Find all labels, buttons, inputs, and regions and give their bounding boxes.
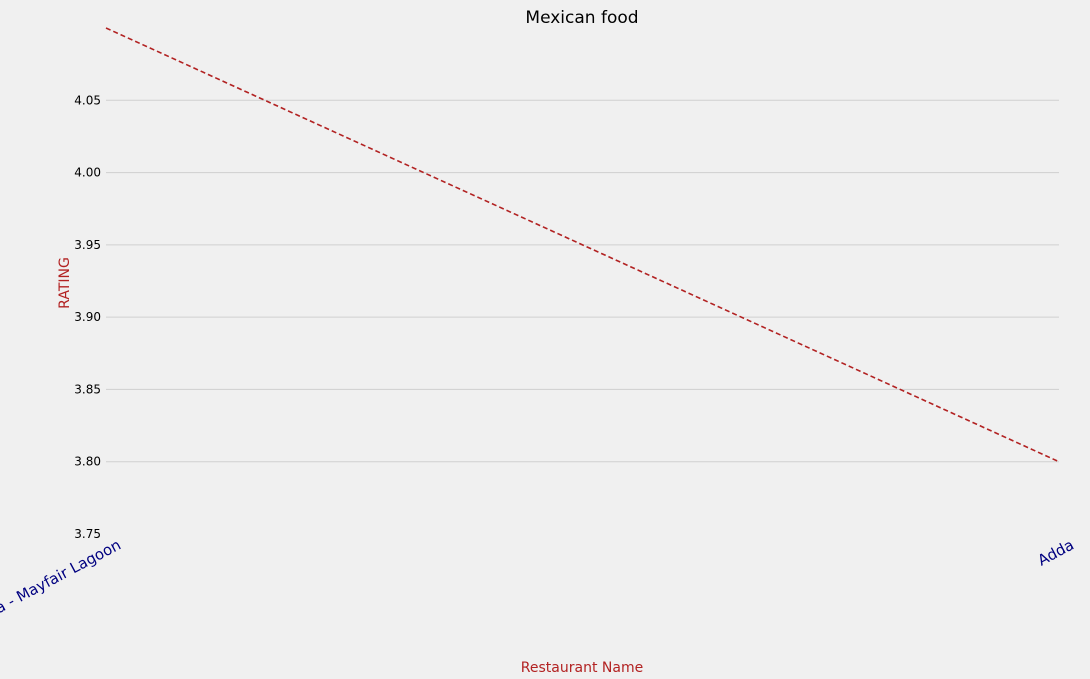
y-axis-label: RATING — [57, 257, 73, 309]
chart-title: Mexican food — [525, 8, 638, 28]
y-tick-label: 3.80 — [74, 455, 101, 469]
y-tick-label: 3.95 — [74, 238, 101, 252]
x-tick-label: Mamma Mia - Mayfair Lagoon — [0, 536, 124, 656]
grid-layer — [106, 99, 1059, 463]
series-line — [105, 27, 1060, 463]
x-tick-label: Adda — [1035, 536, 1077, 570]
series-layer — [105, 27, 1060, 463]
y-tick-label: 3.85 — [74, 382, 101, 396]
y-tick-label: 4.05 — [74, 93, 101, 107]
y-tick-label: 4.00 — [74, 166, 101, 180]
x-tick-labels: Mamma Mia - Mayfair Lagoon Adda — [0, 536, 1077, 656]
x-axis-label: Restaurant Name — [521, 660, 643, 676]
y-tick-label: 3.90 — [74, 310, 101, 324]
y-tick-labels: 3.75 3.80 3.85 3.90 3.95 4.00 4.05 — [74, 93, 101, 541]
y-tick-label: 3.75 — [74, 527, 101, 541]
